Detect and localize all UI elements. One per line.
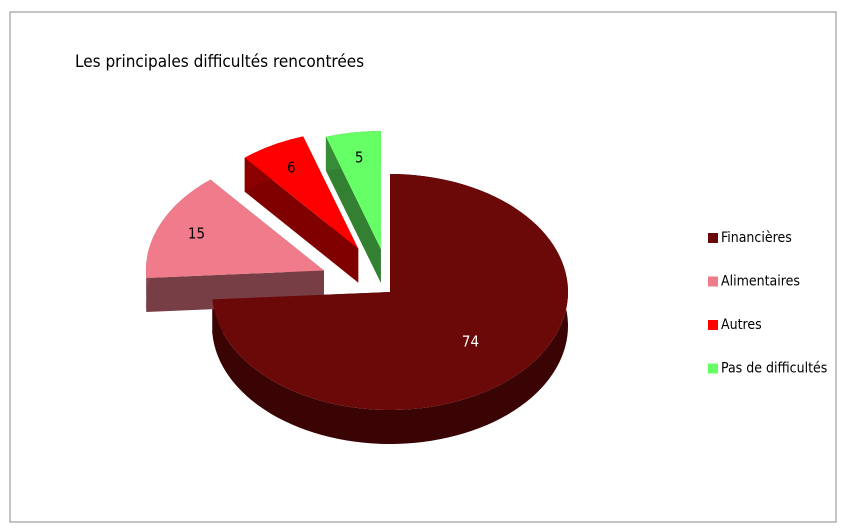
legend-label: Autres bbox=[721, 317, 762, 333]
data-label: 15 bbox=[188, 225, 205, 243]
legend-swatch bbox=[708, 276, 718, 287]
legend-swatch bbox=[708, 363, 718, 374]
legend-label: Alimentaires bbox=[721, 274, 800, 290]
slice bbox=[145, 179, 324, 278]
slice-tops bbox=[145, 131, 568, 410]
chart-title: Les principales difficultés rencontrées bbox=[75, 52, 364, 72]
data-label: 5 bbox=[355, 149, 364, 167]
legend-swatch bbox=[708, 233, 718, 243]
slice-wall bbox=[325, 136, 381, 284]
slice-wall bbox=[244, 157, 359, 283]
legend-swatch bbox=[708, 320, 718, 330]
legend-label: Financières bbox=[721, 230, 792, 246]
slice bbox=[244, 136, 359, 249]
slice bbox=[325, 131, 381, 250]
data-label: 6 bbox=[287, 158, 296, 176]
slice bbox=[212, 174, 568, 410]
data-label: 74 bbox=[462, 333, 479, 351]
legend-label: Pas de difficultés bbox=[721, 361, 827, 377]
